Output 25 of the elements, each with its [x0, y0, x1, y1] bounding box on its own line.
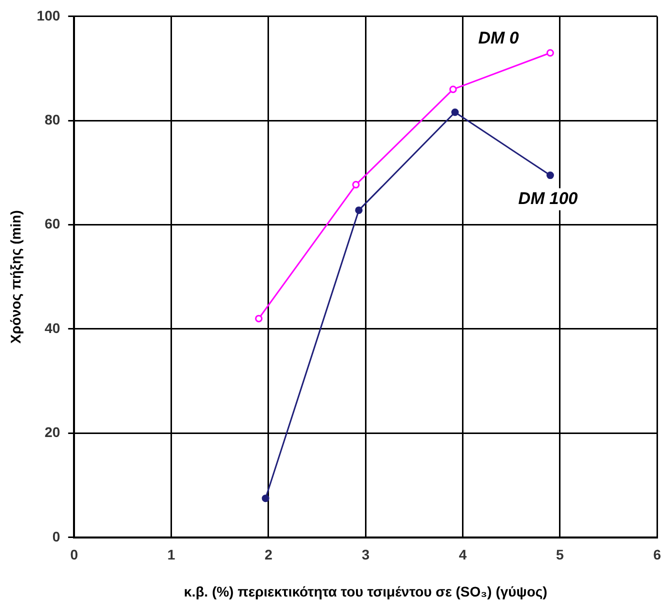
- point: [449, 86, 457, 94]
- point: [355, 206, 363, 214]
- x-tick-label: 5: [556, 546, 564, 563]
- x-tick-label: 6: [653, 546, 662, 563]
- x-tick-label: 2: [264, 546, 273, 563]
- y-tick-label: 100: [36, 7, 60, 24]
- point: [546, 49, 554, 57]
- series-label: DM 0: [478, 28, 520, 48]
- y-axis-title: Χρόνος πήξης (min): [7, 210, 24, 344]
- y-tick-label: 40: [44, 320, 60, 336]
- point: [255, 314, 263, 322]
- x-axis-title: κ.β. (%) περιεκτικότητα του τσιμέντου σε (SO₃) (γύψος): [184, 583, 548, 600]
- point: [546, 172, 554, 180]
- y-tick-label: 0: [52, 528, 60, 544]
- x-tick-label: 1: [167, 546, 176, 563]
- point: [352, 180, 360, 188]
- y-tick-label: 80: [44, 111, 60, 128]
- point: [451, 108, 459, 116]
- y-tick-label: 20: [44, 424, 60, 440]
- x-tick-label: 0: [70, 546, 78, 563]
- y-tick-label: 60: [44, 216, 60, 232]
- x-tick-label: 4: [458, 546, 467, 563]
- x-tick-label: 3: [362, 546, 370, 563]
- point: [262, 494, 270, 502]
- series-label: DM 100: [518, 188, 578, 208]
